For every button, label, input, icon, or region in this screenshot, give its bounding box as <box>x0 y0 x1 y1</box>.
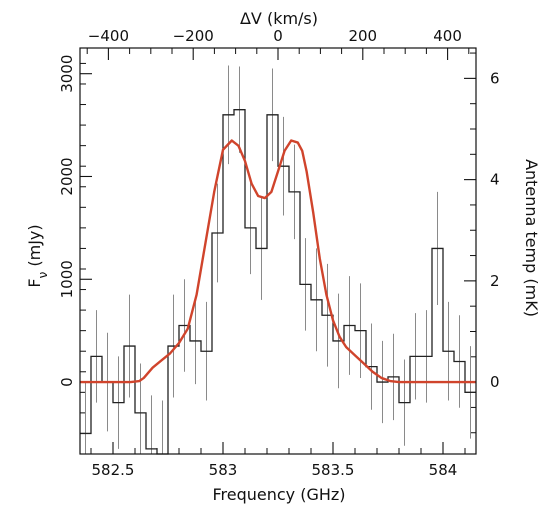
y-tick-label: 3000 <box>58 55 76 93</box>
x-tick-label: 583.5 <box>312 461 355 479</box>
left-axis-title-sub: ν <box>36 271 50 278</box>
left-axis-title-main: F <box>25 278 44 287</box>
plot-frame <box>79 47 477 455</box>
top-tick-label: −400 <box>88 27 129 45</box>
right-tick-label: 6 <box>490 69 500 87</box>
fit-curve <box>80 139 476 384</box>
top-tick-label: 0 <box>273 27 283 45</box>
histogram-line <box>80 109 476 455</box>
right-tick-label: 4 <box>490 171 500 189</box>
x-tick-label: 583 <box>209 461 238 479</box>
right-tick-label: 2 <box>490 272 500 290</box>
top-tick-label: 400 <box>433 27 462 45</box>
top-tick-label: −200 <box>173 27 214 45</box>
left-axis-title-unit: (mJy) <box>25 224 44 271</box>
y-tick-label: 0 <box>58 377 76 387</box>
top-axis-label: ΔV (km/s) <box>240 9 318 28</box>
y-tick-label: 2000 <box>58 157 76 195</box>
ticks-layer: 582.5 583 583.5 584 −400 −200 0 200 400 0 1000 2000… <box>58 27 500 479</box>
x-tick-label: 582.5 <box>92 461 135 479</box>
left-axis-title: Fν (mJy) <box>25 224 50 287</box>
histogram-series <box>80 109 476 455</box>
top-axis-title: ΔV (km/s) <box>240 9 318 28</box>
x-axis-title: Frequency (GHz) <box>212 485 345 504</box>
y-tick-label: 1000 <box>58 260 76 298</box>
x-tick-label: 584 <box>429 461 458 479</box>
right-axis-title: Antenna temp (mK) <box>522 159 541 317</box>
fit-series <box>80 139 476 384</box>
top-tick-label: 200 <box>348 27 377 45</box>
right-tick-label: 0 <box>490 373 500 391</box>
